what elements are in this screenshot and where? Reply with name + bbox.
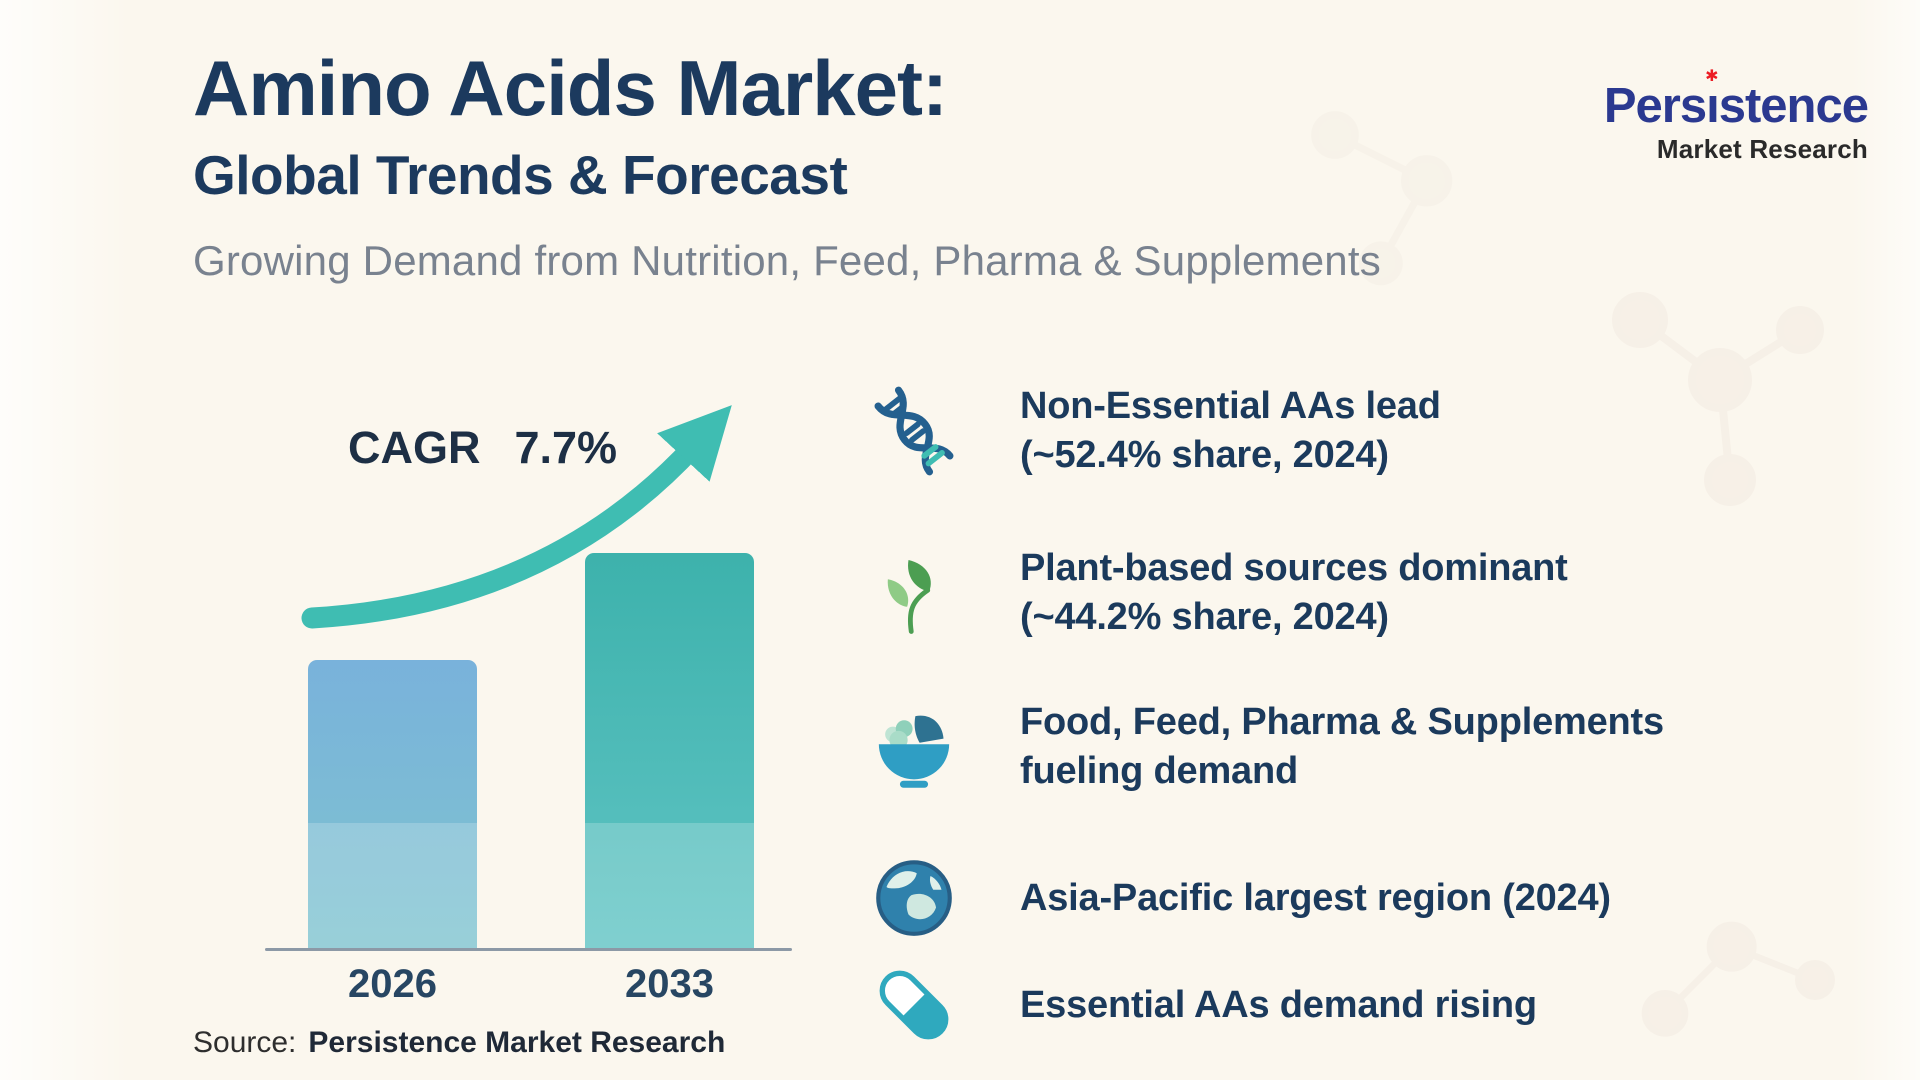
source-value: Persistence Market Research bbox=[308, 1026, 726, 1059]
bullet-line: Asia-Pacific largest region (2024) bbox=[1020, 876, 1611, 919]
leaf-icon bbox=[864, 543, 964, 643]
cagr-value: 7.7% bbox=[514, 422, 618, 473]
bullet-item-non-essential: Non-Essential AAs lead (~52.4% share, 20… bbox=[864, 378, 1441, 484]
globe-icon bbox=[864, 848, 964, 948]
cagr-callout: CAGR 7.7% bbox=[348, 422, 617, 474]
bullet-text: Non-Essential AAs lead (~52.4% share, 20… bbox=[1020, 382, 1441, 480]
bar-2026 bbox=[308, 660, 477, 950]
page-title: Amino Acids Market: bbox=[193, 44, 948, 132]
logo-star-icon: ✱ bbox=[1705, 68, 1718, 85]
x-axis-label-2033: 2033 bbox=[625, 962, 714, 1006]
bullet-item-asia-pacific: Asia-Pacific largest region (2024) bbox=[864, 845, 1611, 951]
bullet-line: Plant-based sources dominant bbox=[1020, 547, 1568, 589]
bullet-line: Essential AAs demand rising bbox=[1020, 983, 1537, 1026]
bowl-icon bbox=[864, 697, 964, 797]
molecule-watermark bbox=[1612, 292, 1824, 506]
source-label: Source: bbox=[193, 1026, 297, 1059]
brand-logo-tagline: Market Research bbox=[1656, 134, 1868, 164]
page-subtitle: Global Trends & Forecast bbox=[193, 144, 848, 207]
page-tagline: Growing Demand from Nutrition, Feed, Pha… bbox=[193, 237, 1381, 285]
bullet-line: Non-Essential AAs lead bbox=[1020, 385, 1441, 427]
dna-icon bbox=[864, 381, 964, 481]
header: Amino Acids Market: Global Trends & Fore… bbox=[193, 44, 1381, 285]
brand-logo-name: Persı ✱ stence bbox=[1603, 68, 1869, 133]
bullet-line: (~52.4% share, 2024) bbox=[1020, 434, 1389, 476]
bullet-text: Essential AAs demand rising bbox=[1020, 981, 1537, 1030]
cagr-label: CAGR bbox=[348, 422, 481, 473]
bullet-line: (~44.2% share, 2024) bbox=[1020, 596, 1389, 638]
brand-logo: Persı ✱ stence Market Research bbox=[1603, 68, 1869, 165]
chart-baseline bbox=[265, 948, 792, 951]
bullet-text: Plant-based sources dominant (~44.2% sha… bbox=[1020, 544, 1568, 642]
bullet-item-applications: Food, Feed, Pharma & Supplements fueling… bbox=[864, 694, 1664, 800]
bar-2033 bbox=[585, 553, 754, 950]
capsule-icon bbox=[864, 955, 964, 1055]
source-line: Source: Persistence Market Research bbox=[193, 1026, 725, 1060]
molecule-watermark bbox=[1641, 921, 1835, 1037]
growth-arrow-icon bbox=[301, 405, 732, 629]
x-axis-label-2026: 2026 bbox=[348, 962, 437, 1006]
bullet-line: Food, Feed, Pharma & Supplements bbox=[1020, 701, 1664, 743]
bullet-item-plant-based: Plant-based sources dominant (~44.2% sha… bbox=[864, 540, 1568, 646]
molecule-watermark bbox=[1311, 111, 1453, 286]
bullet-item-essential-aas: Essential AAs demand rising bbox=[864, 952, 1537, 1058]
bullet-text: Asia-Pacific largest region (2024) bbox=[1020, 874, 1611, 923]
bullet-line: fueling demand bbox=[1020, 750, 1298, 792]
bullet-text: Food, Feed, Pharma & Supplements fueling… bbox=[1020, 698, 1664, 796]
